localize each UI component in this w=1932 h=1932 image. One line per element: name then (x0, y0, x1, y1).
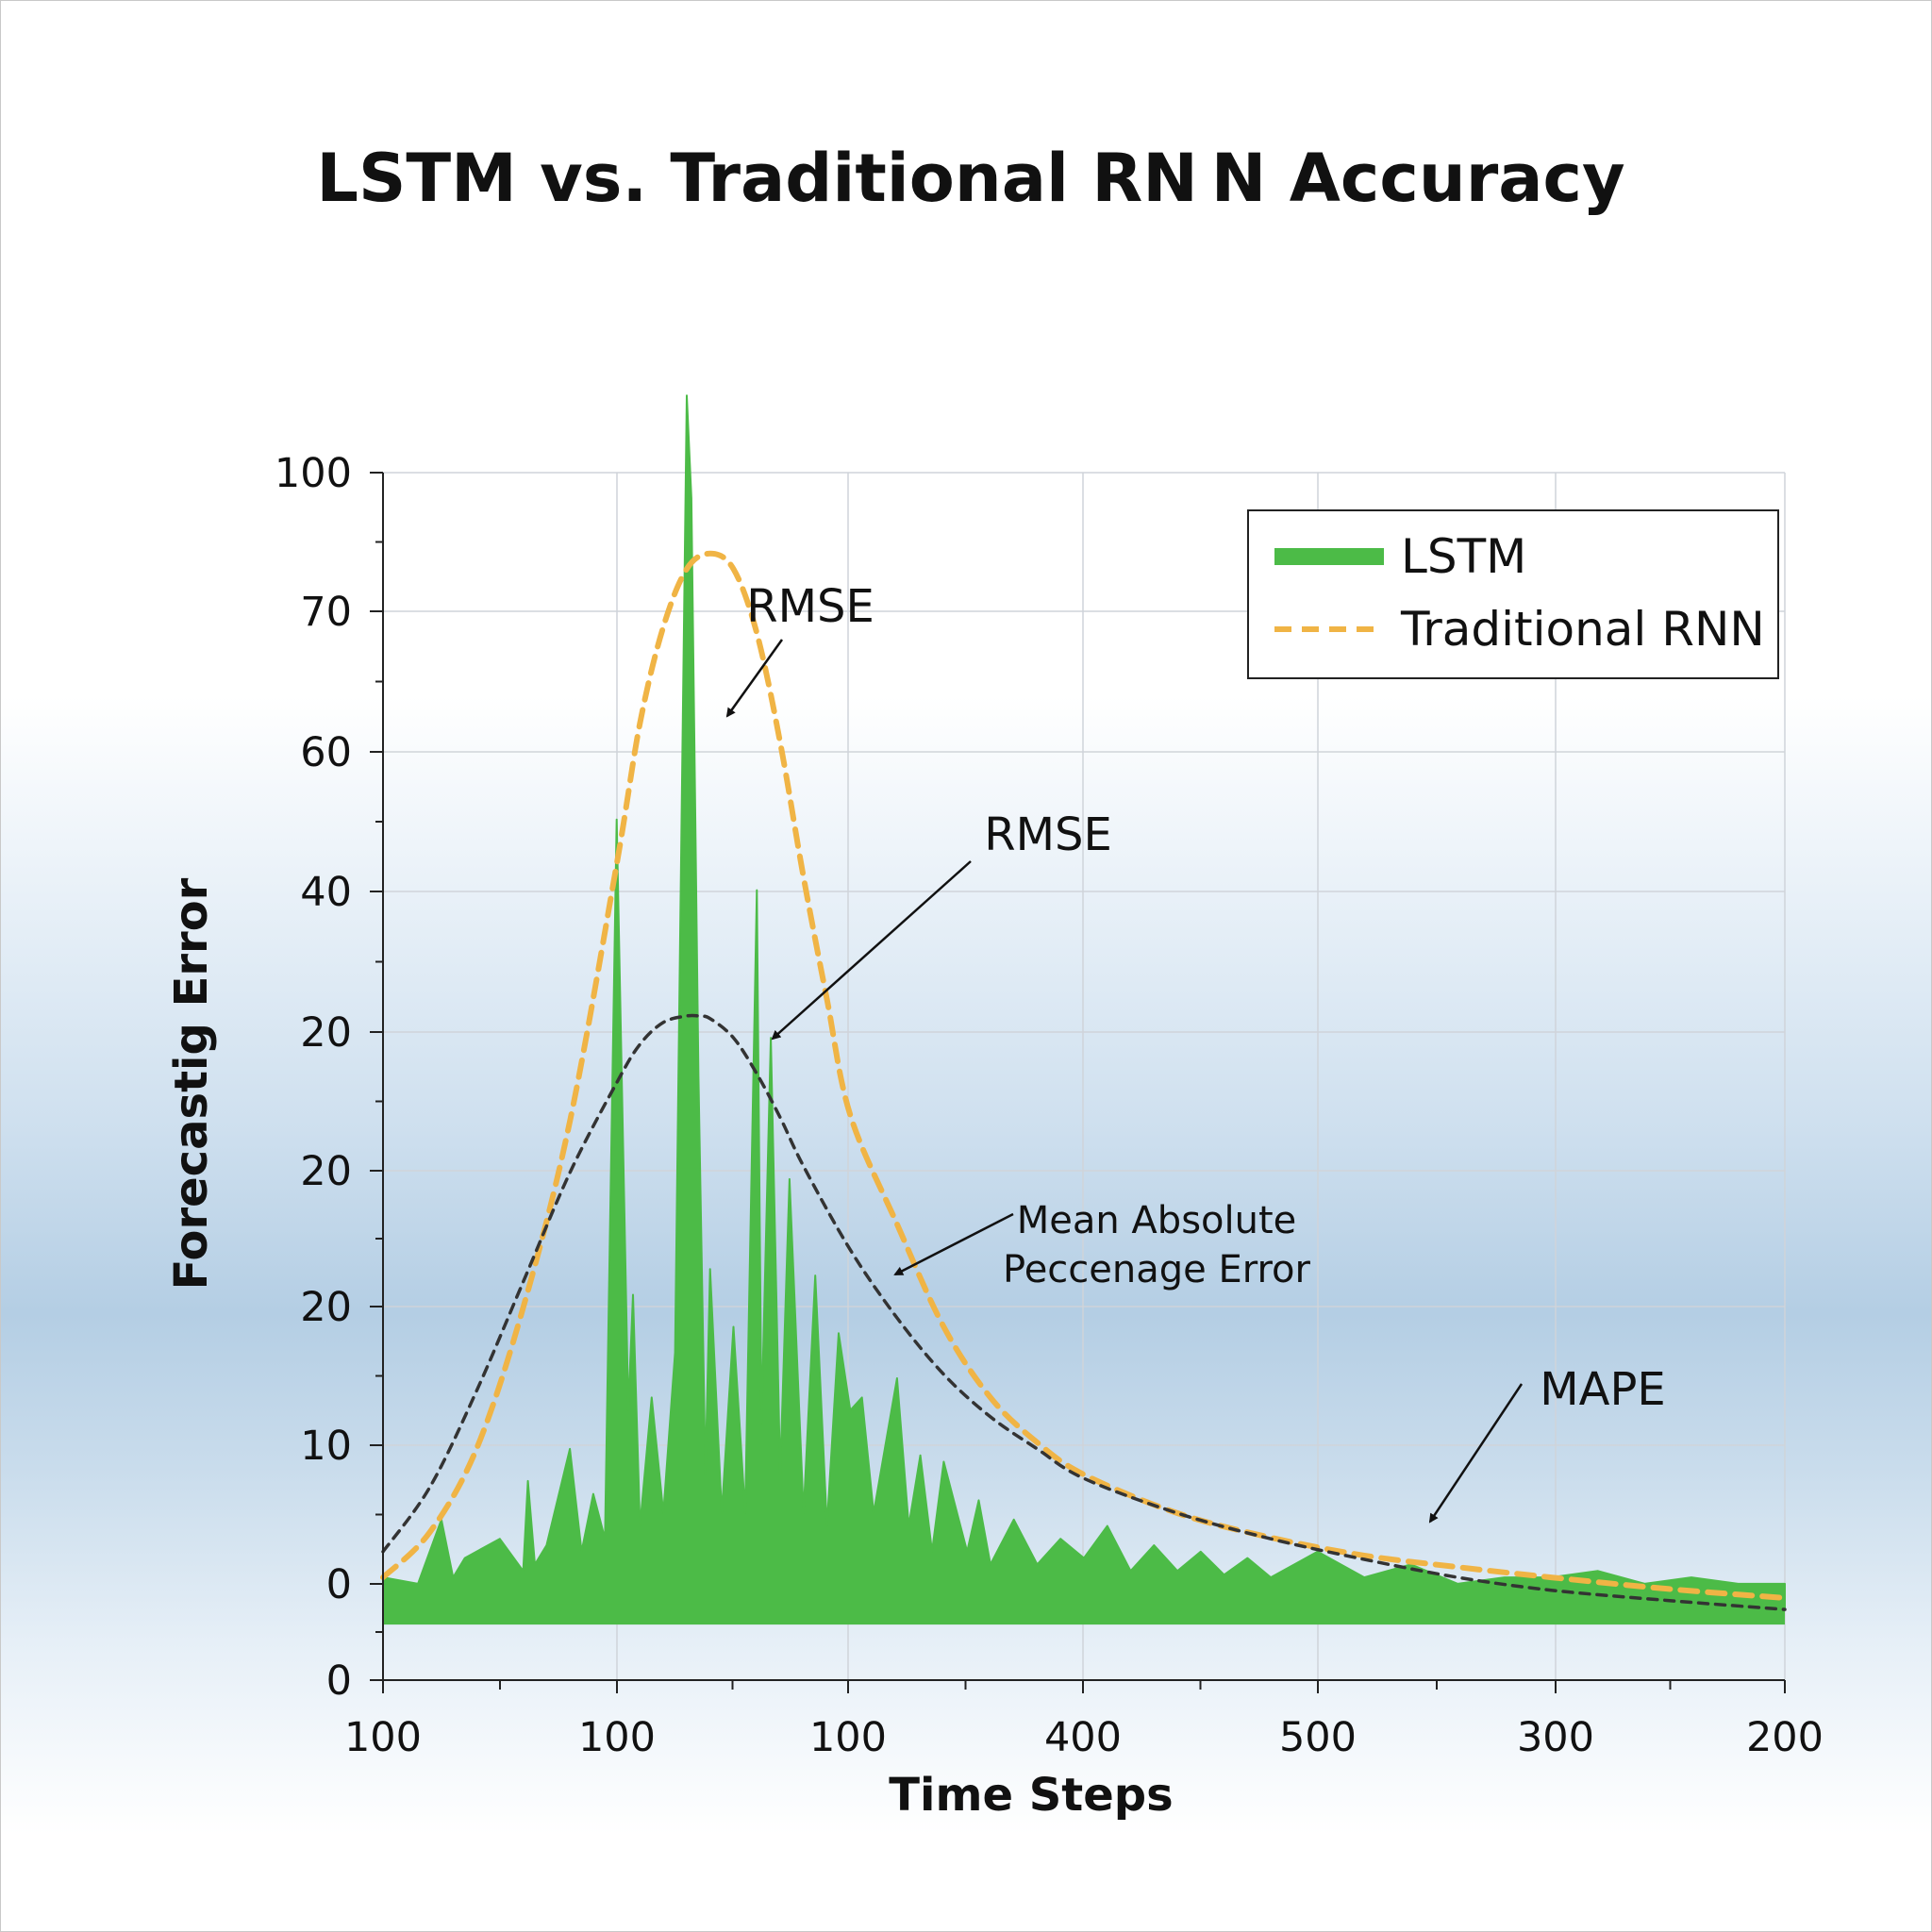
x-tick-label: 100 (578, 1714, 656, 1761)
x-tick-label: 400 (1044, 1714, 1122, 1761)
y-tick-label: 100 (275, 450, 352, 497)
y-axis-title: Forecastig Error (165, 877, 218, 1290)
y-tick-label: 60 (300, 729, 352, 776)
x-ticks: 100 100 100 400 500 300 200 (344, 1680, 1824, 1761)
plot-area (380, 394, 1788, 1625)
chart-title: LSTM vs. Traditional RN N Accuracy (316, 140, 1624, 217)
annotation-rmse-top-arrow (725, 639, 784, 718)
x-axis-title: Time Steps (889, 1769, 1173, 1822)
x-tick-label: 300 (1517, 1714, 1594, 1761)
annotation-mape-line1: Mean Absolute (1017, 1199, 1297, 1242)
annotation-rmse-mid: RMSE (984, 808, 1112, 861)
series-area-lstm (382, 394, 1786, 1611)
x-tick-label: 100 (809, 1714, 887, 1761)
y-tick-label: 20 (300, 1148, 352, 1195)
legend-label-rnn: Traditional RNN (1400, 602, 1765, 657)
y-tick-label: 40 (300, 869, 352, 916)
annotation-rmse-top: RMSE (746, 580, 874, 633)
x-tick-label: 500 (1279, 1714, 1357, 1761)
x-tick-label: 100 (344, 1714, 422, 1761)
series-line-rnn (380, 550, 1788, 1601)
legend-box (1247, 509, 1779, 679)
y-tick-label: 20 (300, 1009, 352, 1057)
y-tick-label: 0 (326, 1657, 352, 1705)
y-tick-label: 20 (300, 1284, 352, 1331)
annotation-mean-abs-arrow (893, 1212, 1014, 1276)
y-tick-label: 70 (300, 589, 352, 636)
annotations: RMSE RMSE Mean Absolute Peccenage Error … (725, 580, 1666, 1524)
x-tick-label: 200 (1746, 1714, 1824, 1761)
annotation-mape-arrow (1428, 1383, 1524, 1524)
annotation-rmse-mid-arrow (771, 860, 972, 1041)
legend-label-lstm: LSTM (1401, 529, 1526, 584)
y-tick-label: 0 (326, 1561, 352, 1608)
annotation-mape: MAPE (1540, 1363, 1666, 1416)
series-area-lstm-base (383, 1604, 1785, 1625)
y-ticks: 0 0 10 20 20 20 40 60 70 100 (275, 450, 383, 1705)
series-line-mean-abs-error (381, 1013, 1787, 1611)
legend: LSTM Traditional RNN (1247, 509, 1779, 679)
y-tick-label: 10 (300, 1423, 352, 1470)
annotation-mape-line2: Peccenage Error (1003, 1248, 1311, 1291)
